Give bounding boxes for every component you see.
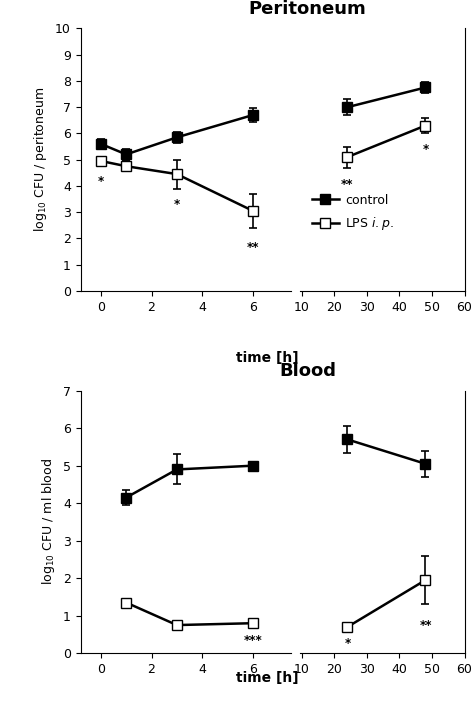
Text: **: ** (419, 619, 432, 633)
Text: time [h]: time [h] (237, 351, 299, 366)
Legend: control, LPS $i.p.$: control, LPS $i.p.$ (307, 189, 399, 237)
Text: Peritoneum: Peritoneum (249, 0, 366, 18)
Text: time [h]: time [h] (237, 671, 299, 685)
Text: *: * (422, 143, 428, 155)
Y-axis label: log$_{10}$ CFU / ml blood: log$_{10}$ CFU / ml blood (40, 459, 57, 586)
Text: *: * (98, 175, 104, 188)
Text: *: * (344, 638, 351, 650)
Text: **: ** (246, 241, 259, 254)
Y-axis label: log$_{10}$ CFU / peritoneum: log$_{10}$ CFU / peritoneum (32, 87, 49, 232)
Text: ***: *** (244, 634, 262, 647)
Text: **: ** (341, 178, 354, 191)
Text: Blood: Blood (279, 362, 336, 380)
Text: *: * (174, 197, 180, 211)
